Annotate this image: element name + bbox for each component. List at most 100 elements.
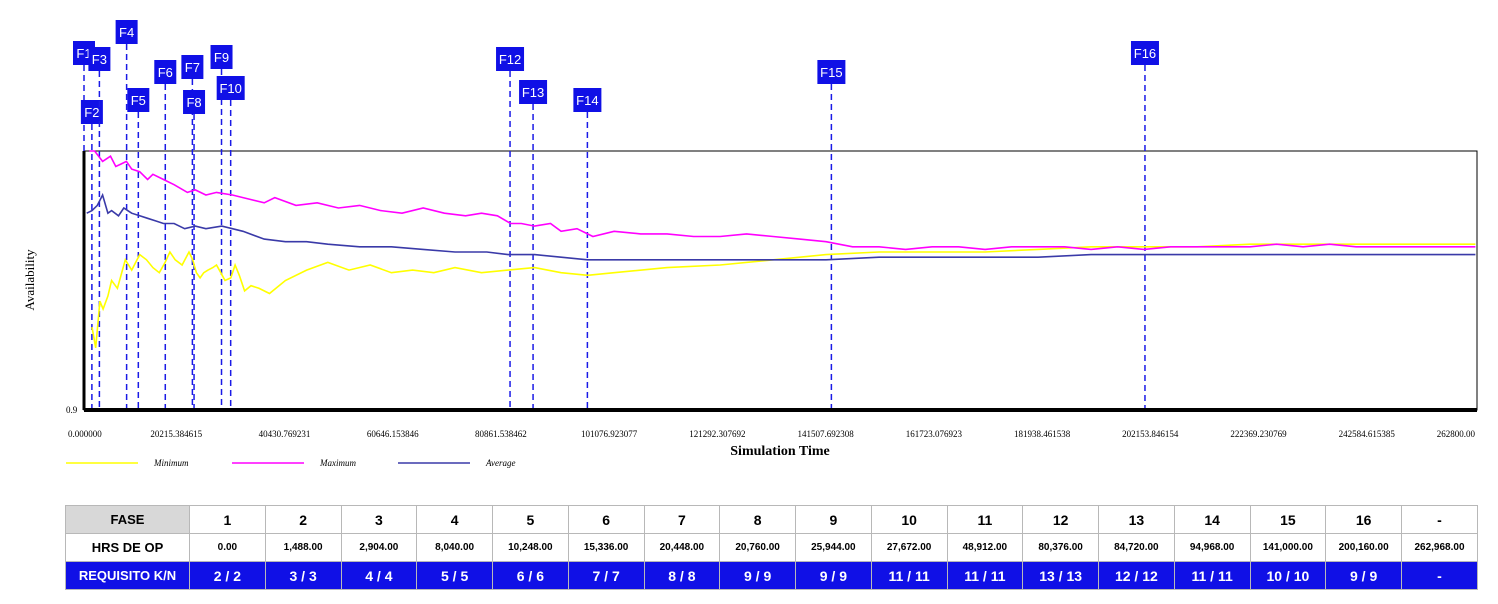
requisito-cell: 11 / 11 [1173,561,1251,590]
fase-cell: 15 [1249,505,1327,534]
requisito-cell: 11 / 11 [870,561,948,590]
requisito-cell: 4 / 4 [340,561,418,590]
fase-header: FASE [65,505,190,534]
hrs-cell: 141,000.00 [1249,533,1327,562]
series-layer [86,150,1476,348]
x-tick-label: 40430.769231 [259,429,311,439]
hrs-cell: 1,488.00 [264,533,342,562]
phase-marker-f5: F5 [127,88,150,410]
fase-cell: 14 [1173,505,1251,534]
phase-marker-box [183,90,206,114]
x-tick-label: 60646.153846 [367,429,419,439]
x-tick-label: 20215.384615 [150,429,202,439]
fase-cell: 11 [946,505,1024,534]
requisito-cell: 3 / 3 [264,561,342,590]
y-axis-title: Availability [22,249,37,311]
requisito-cell: 7 / 7 [567,561,645,590]
phase-marker-label: F10 [219,81,241,96]
phase-marker-box [817,60,846,84]
phase-marker-f2: F2 [80,100,103,410]
y-tick-label: 0.9 [66,405,78,415]
hrs-cell: 8,040.00 [416,533,493,562]
hrs-cell: 20,760.00 [719,533,796,562]
hrs-cell: 84,720.00 [1098,533,1175,562]
hrs-header: HRS DE OP [65,533,190,562]
x-tick-label: 262800.00 [1437,429,1476,439]
fase-cell: 12 [1022,505,1099,534]
phase-marker-box [519,80,548,104]
plot-area [83,150,1478,411]
phase-marker-label: F2 [84,105,99,120]
x-tick-label: 0.000000 [68,429,102,439]
legend-minimum-label: Minimum [153,458,189,468]
phase-marker-box [496,47,525,71]
phase-marker-box [154,60,177,84]
table-row-fase: FASE 1 2 3 4 5 6 7 8 9 10 11 12 13 14 15… [65,505,1478,534]
phase-marker-f15: F15 [817,60,846,410]
phase-marker-label: F13 [522,85,544,100]
fase-cell: 9 [795,505,872,534]
phase-marker-box [573,88,602,112]
x-tick-label: 161723.076923 [906,429,963,439]
hrs-cell: 27,672.00 [870,533,948,562]
phase-table: FASE 1 2 3 4 5 6 7 8 9 10 11 12 13 14 15… [65,505,1478,590]
x-axis-title: Simulation Time [730,444,829,459]
hrs-cell: 200,160.00 [1325,533,1402,562]
legend-average-label: Average [485,458,516,468]
requisito-cell: 9 / 9 [719,561,796,590]
phase-marker-label: F9 [214,50,229,65]
phase-marker-label: F12 [499,52,521,67]
legend-maximum-label: Maximum [319,458,356,468]
phase-marker-f4: F4 [115,20,138,410]
series-average-line [86,192,1476,261]
fase-cell: 3 [340,505,418,534]
hrs-cell: 15,336.00 [567,533,645,562]
phase-marker-label: F14 [576,93,598,108]
requisito-cell: 8 / 8 [643,561,721,590]
phase-marker-f16: F16 [1130,41,1159,410]
phase-marker-f9: F9 [210,45,233,410]
phase-marker-label: F1 [76,46,91,61]
fase-cell: 5 [492,505,569,534]
x-tick-label: 121292.307692 [689,429,745,439]
x-tick-label: 101076.923077 [581,429,638,439]
phase-marker-f14: F14 [573,88,602,410]
x-tick-label: 181938.461538 [1014,429,1071,439]
phase-marker-f10: F10 [216,76,245,410]
requisito-cell: 13 / 13 [1022,561,1099,590]
phase-marker-box [127,88,150,112]
phase-marker-box [181,55,204,79]
phase-marker-label: F5 [131,93,146,108]
hrs-cell: 10,248.00 [492,533,569,562]
availability-chart: F1 F2 F3 F4 F5 F6 F7 F8 F9 F10 F12 F13 F14 F15 F16 0.9… [22,20,1478,468]
phase-markers: F1 F2 F3 F4 F5 F6 F7 F8 F9 F10 F12 F13 F14 F15 F16 [73,20,1159,410]
phase-marker-box [88,47,111,71]
phase-marker-f3: F3 [88,47,111,410]
phase-marker-f7: F7 [181,55,204,410]
fase-cell: 16 [1325,505,1402,534]
table-row-requisito: REQUISITO K/N 2 / 2 3 / 3 4 / 4 5 / 5 6 … [65,561,1478,590]
phase-marker-f13: F13 [519,80,548,410]
requisito-cell: 10 / 10 [1249,561,1327,590]
x-tick-label: 141507.692308 [797,429,854,439]
hrs-cell: 80,376.00 [1022,533,1099,562]
requisito-cell: 5 / 5 [416,561,493,590]
fase-cell: 10 [870,505,948,534]
hrs-cell: 262,968.00 [1401,533,1478,562]
x-tick-label: 80861.538462 [475,429,527,439]
series-maximum-line [89,150,1476,251]
hrs-cell: 0.00 [189,533,266,562]
phase-marker-label: F4 [119,25,134,40]
hrs-cell: 2,904.00 [340,533,418,562]
phase-marker-label: F15 [820,65,842,80]
fase-cell: 13 [1098,505,1175,534]
requisito-cell: 9 / 9 [1325,561,1402,590]
phase-marker-label: F16 [1134,46,1156,61]
series-minimum-line [91,243,1476,348]
requisito-header: REQUISITO K/N [65,561,190,590]
hrs-cell: 48,912.00 [946,533,1024,562]
x-tick-label: 202153.846154 [1122,429,1179,439]
x-tick-labels: 0.000000 20215.384615 40430.769231 60646.15… [68,429,1476,439]
phase-marker-box [210,45,233,69]
phase-marker-box [216,76,245,100]
